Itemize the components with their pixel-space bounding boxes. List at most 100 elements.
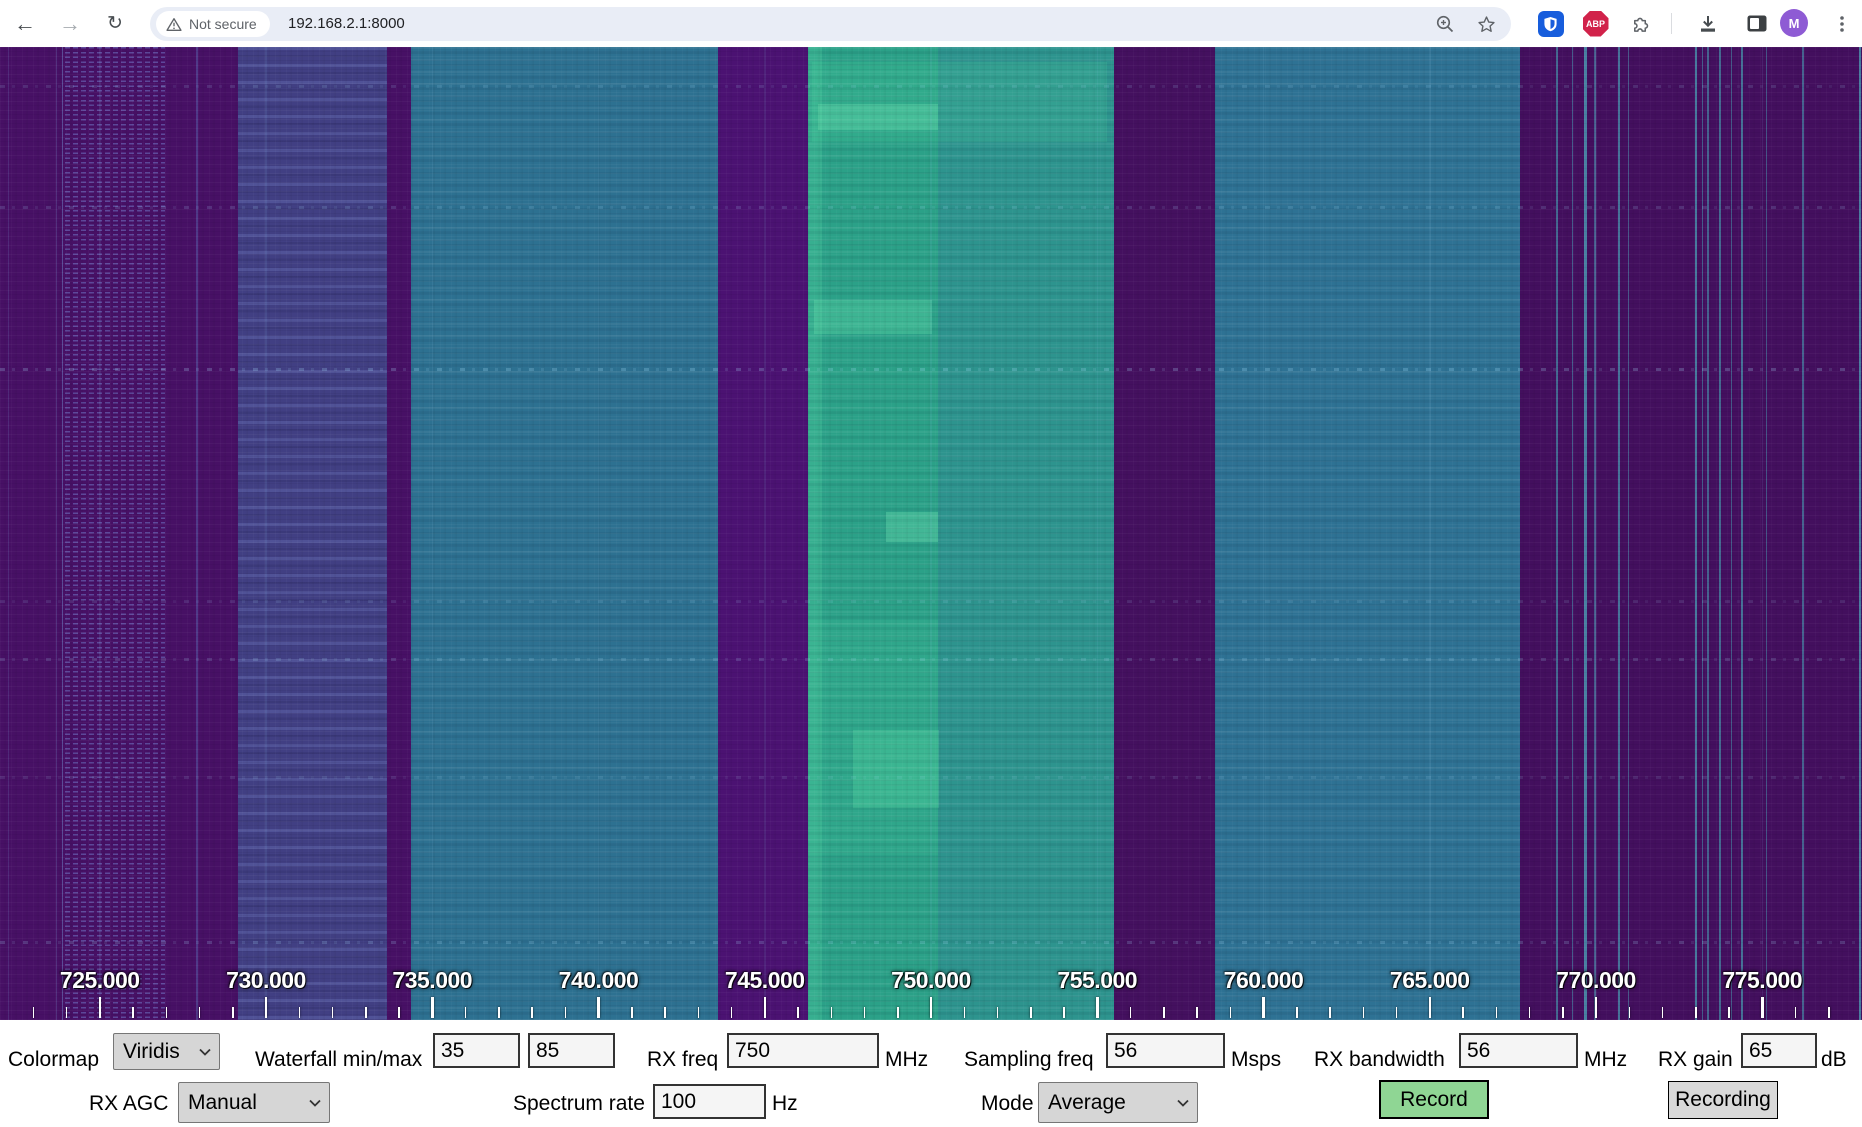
- minor-tick: [132, 1007, 134, 1018]
- kebab-menu-icon[interactable]: [1828, 10, 1855, 37]
- toolbar-divider: [1671, 13, 1672, 34]
- waterfall-max-input[interactable]: [528, 1033, 615, 1068]
- freq-label: 755.000: [1057, 967, 1138, 993]
- noise-row: [0, 941, 1862, 944]
- minor-tick: [1562, 1007, 1564, 1018]
- major-tick: [1262, 997, 1265, 1018]
- waterfall-display[interactable]: 725.000 730.000 735.000 740.000 745.000 750.0…: [0, 47, 1862, 1020]
- chevron-down-icon: [199, 1048, 211, 1056]
- minor-tick: [963, 1007, 965, 1018]
- minor-tick: [1628, 1007, 1630, 1018]
- signal-patch: [812, 62, 1107, 142]
- sampling-freq-label: Sampling freq: [964, 1048, 1094, 1071]
- rx-bandwidth-input[interactable]: [1459, 1033, 1578, 1068]
- minor-tick: [65, 1007, 68, 1018]
- browser-toolbar: ← → ↻ Not secure 192.168.2.1:8000 ABP: [0, 0, 1862, 47]
- rx-gain-input[interactable]: [1741, 1033, 1817, 1068]
- zoom-icon[interactable]: [1433, 12, 1457, 36]
- security-label: Not secure: [189, 16, 257, 32]
- signal-patch: [814, 300, 932, 334]
- major-tick: [597, 997, 600, 1018]
- colormap-label: Colormap: [8, 1048, 100, 1071]
- rx-agc-select[interactable]: Manual: [178, 1082, 330, 1123]
- major-tick: [763, 997, 766, 1018]
- spectrum-rate-input[interactable]: [653, 1084, 766, 1119]
- freq-label: 750.000: [891, 967, 971, 993]
- minor-tick: [1229, 1007, 1231, 1018]
- signal-band: [1519, 47, 1862, 1020]
- minor-tick: [1030, 1007, 1032, 1018]
- frequency-gridline: [764, 47, 766, 1020]
- signal-streak: [1617, 47, 1620, 1020]
- signal-streak: [1571, 47, 1574, 1020]
- minor-tick: [1296, 1007, 1298, 1018]
- minor-tick: [464, 1007, 467, 1018]
- minor-tick: [1063, 1007, 1065, 1018]
- freq-label: 740.000: [558, 967, 639, 993]
- minor-tick: [730, 1007, 733, 1018]
- abp-badge: ABP: [1582, 10, 1609, 37]
- rx-gain-unit: dB: [1821, 1048, 1847, 1071]
- frequency-gridline: [1761, 47, 1763, 1020]
- minor-tick: [32, 1007, 34, 1018]
- signal-streak: [8, 47, 10, 1020]
- colormap-select[interactable]: Viridis: [113, 1033, 220, 1070]
- minor-tick: [664, 1007, 666, 1018]
- freq-label: 730.000: [226, 967, 306, 993]
- freq-label: 765.000: [1389, 967, 1470, 993]
- back-icon[interactable]: ←: [14, 10, 36, 36]
- noise-row: [0, 658, 1862, 661]
- address-bar[interactable]: Not secure 192.168.2.1:8000: [150, 7, 1511, 41]
- bitwarden-extension-icon[interactable]: [1537, 10, 1564, 37]
- mode-label: Mode: [981, 1092, 1034, 1115]
- minor-tick: [1129, 1007, 1132, 1018]
- minor-tick: [365, 1007, 367, 1018]
- freq-label: 775.000: [1722, 967, 1803, 993]
- frequency-gridline: [597, 47, 600, 1020]
- forward-icon[interactable]: →: [59, 10, 81, 36]
- signal-streak: [1584, 47, 1587, 1020]
- bookmark-star-icon[interactable]: [1474, 12, 1498, 36]
- minor-tick: [1462, 1007, 1464, 1018]
- signal-band: [718, 47, 808, 1020]
- side-panel-icon[interactable]: [1743, 10, 1770, 37]
- major-tick: [929, 997, 933, 1018]
- frequency-gridline: [1595, 47, 1597, 1020]
- minor-tick: [564, 1007, 566, 1018]
- profile-avatar[interactable]: M: [1780, 9, 1808, 37]
- waterfall-min-input[interactable]: [433, 1033, 520, 1068]
- site-security-chip[interactable]: Not secure: [156, 11, 270, 37]
- sampling-freq-input[interactable]: [1106, 1033, 1225, 1068]
- minor-tick: [1661, 1007, 1664, 1018]
- frequency-gridline: [1429, 47, 1431, 1020]
- major-tick: [98, 997, 101, 1018]
- spectrum-rate-unit: Hz: [772, 1092, 798, 1115]
- url-text[interactable]: 192.168.2.1:8000: [288, 15, 405, 32]
- frequency-gridline: [1096, 47, 1098, 1020]
- recording-button[interactable]: Recording: [1668, 1081, 1778, 1119]
- rx-freq-input[interactable]: [727, 1033, 879, 1068]
- signal-streak: [1765, 47, 1768, 1020]
- minor-tick: [996, 1007, 999, 1018]
- signal-streak: [1730, 47, 1733, 1020]
- minor-tick: [1695, 1007, 1697, 1018]
- mode-select[interactable]: Average: [1038, 1082, 1198, 1123]
- minor-tick: [897, 1007, 899, 1018]
- minor-tick: [1728, 1007, 1730, 1018]
- freq-label: 745.000: [724, 967, 805, 993]
- frequency-gridline: [930, 47, 932, 1020]
- reload-icon[interactable]: ↻: [107, 13, 123, 34]
- minor-tick: [697, 1007, 699, 1018]
- minor-tick: [1495, 1007, 1497, 1018]
- rx-bandwidth-label: RX bandwidth: [1314, 1048, 1445, 1071]
- rx-gain-label: RX gain: [1658, 1048, 1733, 1071]
- minor-tick: [631, 1007, 633, 1018]
- adblock-plus-extension-icon[interactable]: ABP: [1582, 10, 1609, 37]
- signal-streak: [1719, 47, 1722, 1020]
- minor-tick: [1329, 1007, 1331, 1018]
- record-button[interactable]: Record: [1379, 1080, 1489, 1119]
- minor-tick: [531, 1007, 533, 1018]
- major-tick: [1096, 997, 1099, 1018]
- extensions-puzzle-icon[interactable]: [1627, 10, 1654, 37]
- downloads-icon[interactable]: [1694, 10, 1721, 37]
